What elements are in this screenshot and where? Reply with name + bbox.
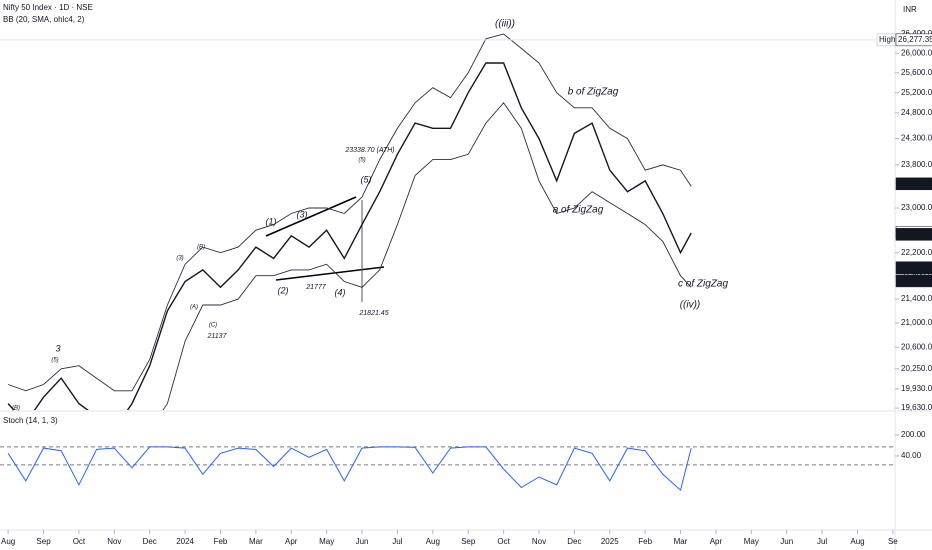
x-tick-label: Feb <box>214 537 228 546</box>
annotation: (4) <box>335 287 346 297</box>
stoch-line <box>7 446 692 492</box>
chart-title: Nifty 50 Index · 1D · NSE <box>3 3 93 12</box>
stoch-title: Stoch (14, 1, 3) <box>3 416 58 425</box>
x-tick-label: Sep <box>461 537 476 546</box>
annotation: 23338.70 (ATH) <box>344 147 394 154</box>
currency: INR <box>903 5 917 14</box>
high-label: High <box>879 35 895 44</box>
x-tick-label: Mar <box>249 537 263 546</box>
indicator-title: BB (20, SMA, ohlc4, 2) <box>3 15 85 24</box>
stoch-tick-label: 200.00 <box>901 430 926 439</box>
x-tick-label: May <box>744 537 759 546</box>
series-line <box>7 33 692 392</box>
price-label: 21,937.80 <box>898 263 932 272</box>
y-tick-label: 24,800.00 <box>901 108 932 117</box>
annotation: (C) <box>209 323 217 329</box>
x-tick-label: Dec <box>143 537 157 546</box>
x-tick-label: 2024 <box>176 537 194 546</box>
price-label-box <box>895 33 932 47</box>
y-tick-label: 23,800.00 <box>901 160 932 169</box>
y-tick-label: 19,630.00 <box>901 403 932 412</box>
annotation: (1) <box>266 216 277 226</box>
y-tick-label: 26,000.00 <box>901 48 932 57</box>
x-tick-label: May <box>319 537 334 546</box>
price-label-box <box>895 177 932 191</box>
price-label: 21,710.20 <box>898 276 932 285</box>
annotation: ((iii)) <box>495 19 515 30</box>
x-tick-label: Feb <box>638 537 652 546</box>
y-tick-label: 21,000.00 <box>901 318 932 327</box>
annotation: (5) <box>361 174 372 184</box>
y-tick-label: 20,250.00 <box>901 364 932 373</box>
annotation: c of ZigZag <box>678 279 728 290</box>
y-tick-label: 19,930.00 <box>901 384 932 393</box>
x-tick-label: Aug <box>850 537 864 546</box>
price-label-box <box>895 274 932 288</box>
y-tick-label: 21,400.00 <box>901 294 932 303</box>
y-tick-label: 25,200.00 <box>901 88 932 97</box>
series-line <box>162 102 692 410</box>
x-tick-label: Mar <box>674 537 688 546</box>
x-tick-label: Sep <box>36 537 51 546</box>
y-tick-label: 24,300.00 <box>901 134 932 143</box>
x-tick-label: Oct <box>497 537 510 546</box>
y-tick-label: 26,400.00 <box>901 29 932 38</box>
annotation: 3 <box>55 343 60 353</box>
y-tick-label: 25,600.00 <box>901 68 932 77</box>
annotation: 21137 <box>207 333 228 340</box>
price-label-box <box>895 261 932 274</box>
series-line <box>7 62 692 410</box>
x-tick-label: Jul <box>817 537 827 546</box>
x-tick-label: Jun <box>780 537 793 546</box>
stoch-tick-label: 40.00 <box>901 451 922 460</box>
price-pane <box>7 33 692 410</box>
annotation: (5) <box>51 358 58 364</box>
x-tick-label: Aug <box>426 537 440 546</box>
y-tick-label: 23,000.00 <box>901 203 932 212</box>
y-tick-label: 22,200.00 <box>901 248 932 257</box>
annotation: ((iv)) <box>680 300 701 311</box>
x-tick-label: Jul <box>392 537 402 546</box>
annotation: (3) <box>176 256 183 262</box>
x-tick-label: 2025 <box>601 537 619 546</box>
x-tick-label: Oct <box>73 537 86 546</box>
x-tick-label: Nov <box>107 537 121 546</box>
stoch-pane <box>0 446 895 492</box>
annotation: (5) <box>358 158 365 164</box>
annotation: a of ZigZag <box>553 205 604 216</box>
trendlines <box>265 196 385 302</box>
price-label: 23,445.35 <box>898 179 932 188</box>
x-tick-label: Nov <box>532 537 546 546</box>
annotation: (B) <box>197 245 205 251</box>
price-label-box <box>895 228 932 241</box>
x-tick-label: Se <box>888 537 898 546</box>
price-label: 26,277.35 <box>898 35 932 44</box>
annotation: (A) <box>190 305 198 311</box>
x-tick-label: Apr <box>710 537 723 546</box>
annotation: (B) <box>12 406 20 412</box>
x-tick-label: Aug <box>1 537 15 546</box>
x-tick-label: Dec <box>567 537 581 546</box>
y-tick-label: 20,600.00 <box>901 342 932 351</box>
annotation: (2) <box>278 285 289 295</box>
annotation: (3) <box>297 209 308 219</box>
x-tick-label: Apr <box>285 537 298 546</box>
x-tick-label: Jun <box>356 537 369 546</box>
annotation: 21821.45 <box>358 310 388 317</box>
price-label: 22,525.65 <box>898 229 932 238</box>
annotation: b of ZigZag <box>568 87 619 98</box>
annotation: 21777 <box>305 284 327 291</box>
